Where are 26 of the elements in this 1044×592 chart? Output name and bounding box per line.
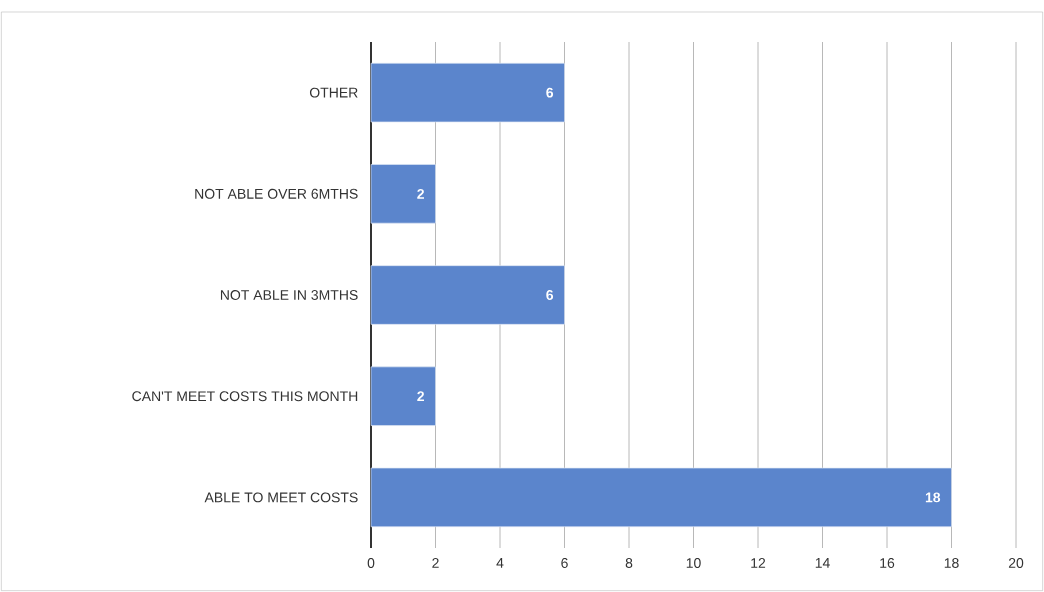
data-label: 18: [925, 492, 941, 503]
bar: [370, 366, 436, 426]
x-tick-label: 20: [1008, 558, 1024, 568]
y-tick-label: OTHER: [309, 87, 358, 98]
x-tick-label: 4: [496, 558, 504, 568]
x-tick-label: 18: [944, 558, 959, 568]
bar: [370, 467, 952, 528]
y-tick-label: NOT ABLE OVER 6MTHS: [195, 188, 358, 199]
x-tick-label: 6: [561, 558, 568, 568]
data-label: 2: [417, 188, 424, 199]
x-tick-label: 2: [432, 558, 439, 568]
data-label: 6: [546, 87, 554, 98]
x-tick-label: 16: [880, 558, 895, 568]
y-tick-label: NOT ABLE IN 3MTHS: [220, 290, 358, 300]
x-tick-label: 8: [625, 558, 633, 568]
data-label: 2: [417, 391, 424, 402]
x-tick-label: 12: [751, 558, 766, 568]
y-tick-label: ABLE TO MEET COSTS: [204, 492, 358, 503]
x-tick-label: 14: [815, 558, 830, 568]
bar: [370, 164, 436, 224]
bar: [370, 265, 565, 325]
y-tick-label: CAN'T MEET COSTS THIS MONTH: [132, 391, 358, 402]
x-tick-label: 0: [367, 558, 375, 568]
x-tick-label: 10: [686, 558, 701, 568]
bar: [370, 62, 565, 123]
data-label: 6: [546, 290, 554, 300]
